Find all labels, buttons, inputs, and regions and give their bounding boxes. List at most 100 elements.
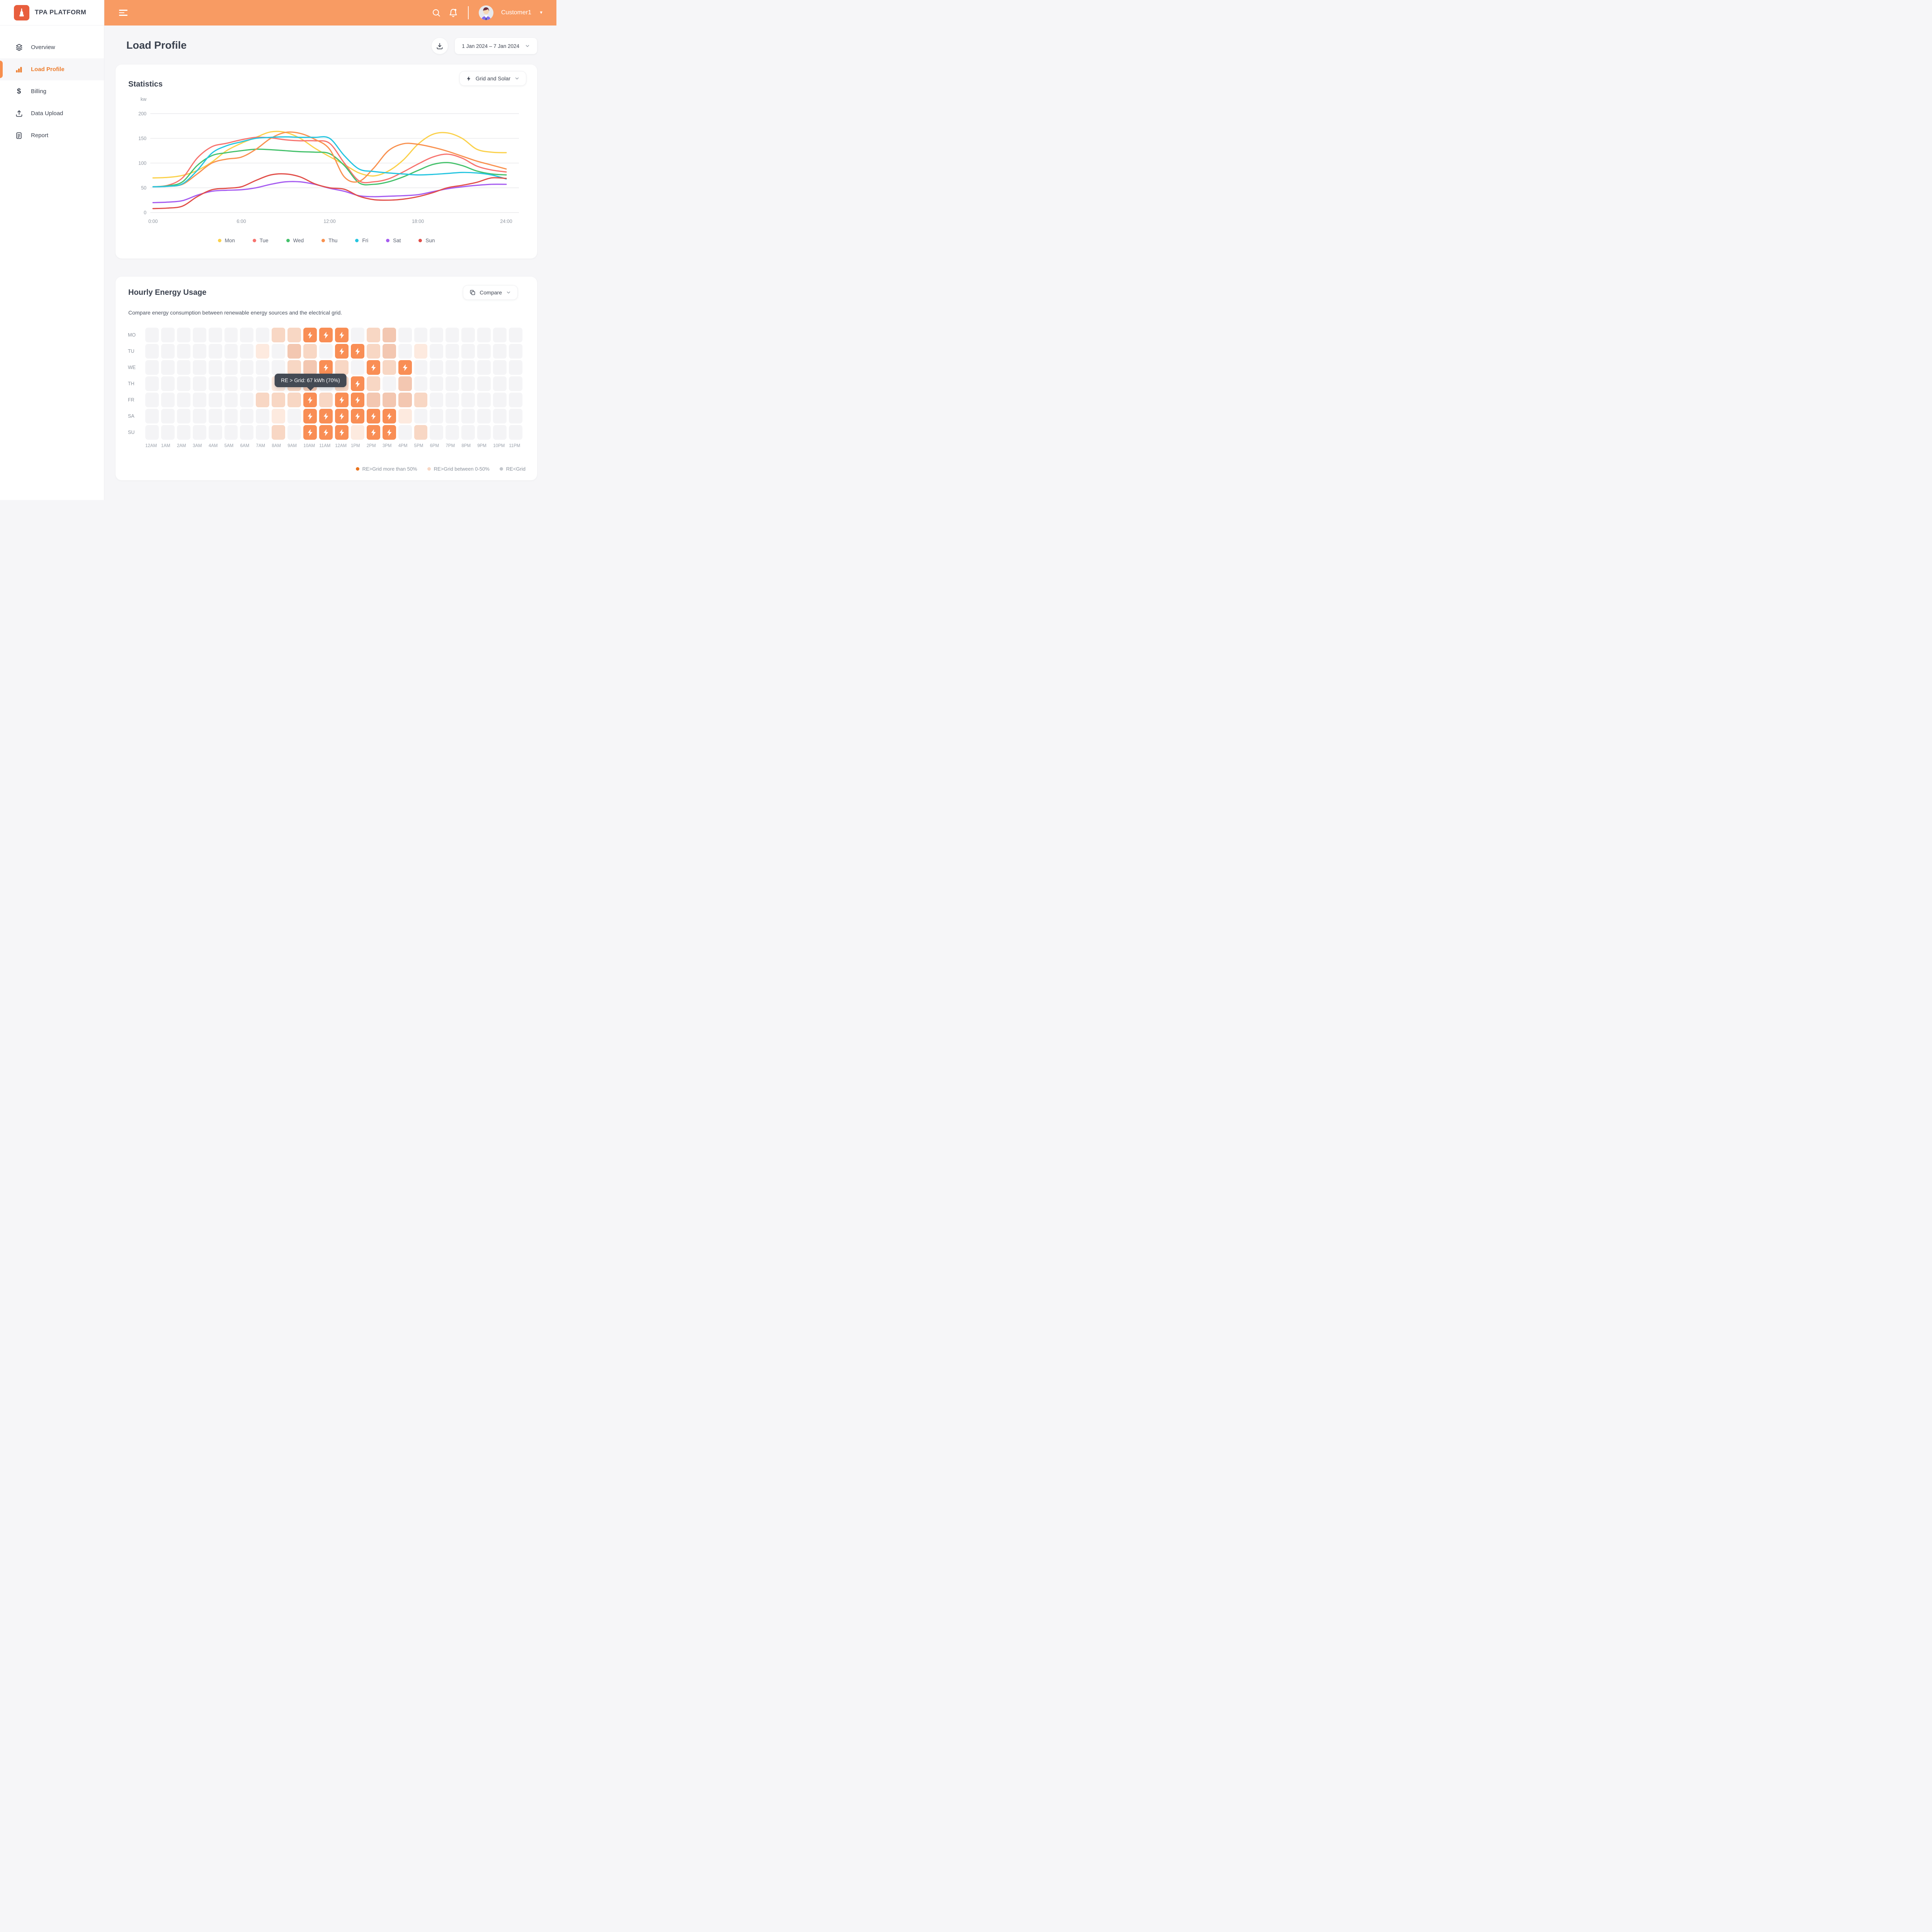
heatmap-cell-fr-5pm[interactable] [414, 393, 428, 407]
user-menu-caret-icon[interactable]: ▼ [539, 10, 543, 15]
heatmap-cell-tu-4am[interactable] [208, 344, 222, 359]
heatmap-cell-mo-5am[interactable] [224, 328, 238, 342]
heatmap-cell-we-3am[interactable] [192, 360, 206, 375]
heatmap-cell-we-4pm[interactable] [398, 360, 412, 375]
heatmap-cell-mo-10pm[interactable] [493, 328, 507, 342]
heatmap-cell-th-10pm[interactable] [493, 376, 507, 391]
heatmap-cell-sa-5am[interactable] [224, 409, 238, 423]
heatmap-cell-fr-9am[interactable] [287, 393, 301, 407]
heatmap-cell-su-9pm[interactable] [477, 425, 491, 440]
heatmap-cell-su-7pm[interactable] [446, 425, 459, 440]
heatmap-cell-we-6am[interactable] [240, 360, 254, 375]
heatmap-cell-we-2am[interactable] [177, 360, 190, 375]
heatmap-cell-fr-8pm[interactable] [461, 393, 475, 407]
heatmap-cell-tu-9pm[interactable] [477, 344, 491, 359]
heatmap-cell-tu-6pm[interactable] [430, 344, 444, 359]
heatmap-cell-th-8pm[interactable] [461, 376, 475, 391]
heatmap-cell-th-6am[interactable] [240, 376, 254, 391]
heatmap-cell-su-6pm[interactable] [430, 425, 444, 440]
heatmap-cell-tu-8am[interactable] [272, 344, 286, 359]
heatmap-cell-su-8am[interactable] [272, 425, 286, 440]
heatmap-cell-th-4am[interactable] [208, 376, 222, 391]
legend-item-mon[interactable]: Mon [218, 238, 235, 243]
heatmap-cell-su-8pm[interactable] [461, 425, 475, 440]
heatmap-cell-su-7am[interactable] [256, 425, 270, 440]
heatmap-cell-th-6pm[interactable] [430, 376, 444, 391]
legend-item-sat[interactable]: Sat [386, 238, 401, 243]
legend-item-tue[interactable]: Tue [252, 238, 269, 243]
heatmap-cell-tu-10pm[interactable] [493, 344, 507, 359]
heatmap-cell-sa-4am[interactable] [208, 409, 222, 423]
heatmap-cell-th-7am[interactable] [256, 376, 270, 391]
heatmap-cell-mo-12am[interactable] [335, 328, 349, 342]
heatmap-cell-we-1pm[interactable] [350, 360, 364, 375]
heatmap-cell-mo-7pm[interactable] [446, 328, 459, 342]
avatar[interactable] [478, 5, 493, 20]
heatmap-cell-fr-1pm[interactable] [350, 393, 364, 407]
heatmap-cell-mo-9am[interactable] [287, 328, 301, 342]
heatmap-cell-sa-11pm[interactable] [509, 409, 523, 423]
heatmap-cell-mo-6pm[interactable] [430, 328, 444, 342]
heatmap-cell-tu-2pm[interactable] [366, 344, 380, 359]
heatmap-cell-su-2pm[interactable] [366, 425, 380, 440]
heatmap-cell-fr-10am[interactable] [303, 393, 317, 407]
heatmap-cell-th-3am[interactable] [192, 376, 206, 391]
heatmap-cell-tu-1am[interactable] [161, 344, 175, 359]
heatmap-cell-su-4pm[interactable] [398, 425, 412, 440]
notifications-bell-icon[interactable] [449, 8, 458, 17]
heatmap-cell-su-12am[interactable] [335, 425, 349, 440]
legend-item-thu[interactable]: Thu [321, 238, 337, 243]
heatmap-cell-we-5am[interactable] [224, 360, 238, 375]
heatmap-cell-tu-4pm[interactable] [398, 344, 412, 359]
load-profile-line-chart[interactable]: 0 50 100 150 200 kw 0:00 6:00 12:00 18:00 24:00 [128, 95, 525, 229]
heatmap-cell-sa-3pm[interactable] [382, 409, 396, 423]
heatmap-cell-su-3am[interactable] [192, 425, 206, 440]
heatmap-cell-we-10pm[interactable] [493, 360, 507, 375]
heatmap-cell-sa-4pm[interactable] [398, 409, 412, 423]
heatmap-cell-we-9am[interactable] [287, 360, 301, 375]
heatmap-cell-th-12am[interactable] [145, 376, 159, 391]
heatmap-cell-su-1am[interactable] [161, 425, 175, 440]
heatmap-cell-fr-6am[interactable] [240, 393, 254, 407]
heatmap-cell-th-11pm[interactable] [509, 376, 523, 391]
heatmap-cell-tu-8pm[interactable] [461, 344, 475, 359]
heatmap-cell-we-1am[interactable] [161, 360, 175, 375]
heatmap-cell-tu-6am[interactable] [240, 344, 254, 359]
heatmap-cell-mo-9pm[interactable] [477, 328, 491, 342]
legend-item-fri[interactable]: Fri [355, 238, 368, 243]
heatmap-cell-th-9pm[interactable] [477, 376, 491, 391]
heatmap-cell-we-7pm[interactable] [446, 360, 459, 375]
heatmap-cell-we-6pm[interactable] [430, 360, 444, 375]
heatmap-cell-su-4am[interactable] [208, 425, 222, 440]
heatmap-cell-mo-2am[interactable] [177, 328, 190, 342]
heatmap-cell-mo-10am[interactable] [303, 328, 317, 342]
heatmap-cell-sa-1am[interactable] [161, 409, 175, 423]
heatmap-cell-su-9am[interactable] [287, 425, 301, 440]
heatmap-cell-fr-5am[interactable] [224, 393, 238, 407]
heatmap-cell-th-4pm[interactable] [398, 376, 412, 391]
heatmap-cell-we-11pm[interactable] [509, 360, 523, 375]
heatmap-cell-th-1pm[interactable] [350, 376, 364, 391]
heatmap-cell-mo-3pm[interactable] [382, 328, 396, 342]
heatmap-cell-we-3pm[interactable] [382, 360, 396, 375]
heatmap-cell-mo-11am[interactable] [319, 328, 333, 342]
heatmap-cell-we-9pm[interactable] [477, 360, 491, 375]
heatmap-cell-th-5pm[interactable] [414, 376, 428, 391]
heatmap-cell-sa-10pm[interactable] [493, 409, 507, 423]
heatmap-cell-tu-2am[interactable] [177, 344, 190, 359]
heatmap-cell-we-11am[interactable] [319, 360, 333, 375]
heatmap-cell-th-3pm[interactable] [382, 376, 396, 391]
source-filter-dropdown[interactable]: Grid and Solar [459, 71, 526, 86]
heatmap-cell-tu-10am[interactable] [303, 344, 317, 359]
heatmap-cell-mo-1pm[interactable] [350, 328, 364, 342]
heatmap-cell-mo-3am[interactable] [192, 328, 206, 342]
heatmap-cell-fr-3am[interactable] [192, 393, 206, 407]
heatmap-cell-fr-12am[interactable] [335, 393, 349, 407]
heatmap-cell-su-3pm[interactable] [382, 425, 396, 440]
heatmap-cell-sa-5pm[interactable] [414, 409, 428, 423]
heatmap-cell-we-2pm[interactable] [366, 360, 380, 375]
heatmap-cell-fr-10pm[interactable] [493, 393, 507, 407]
sidebar-item-report[interactable]: Report [0, 124, 104, 146]
user-name[interactable]: Customer1 [501, 9, 532, 16]
heatmap-cell-mo-4pm[interactable] [398, 328, 412, 342]
